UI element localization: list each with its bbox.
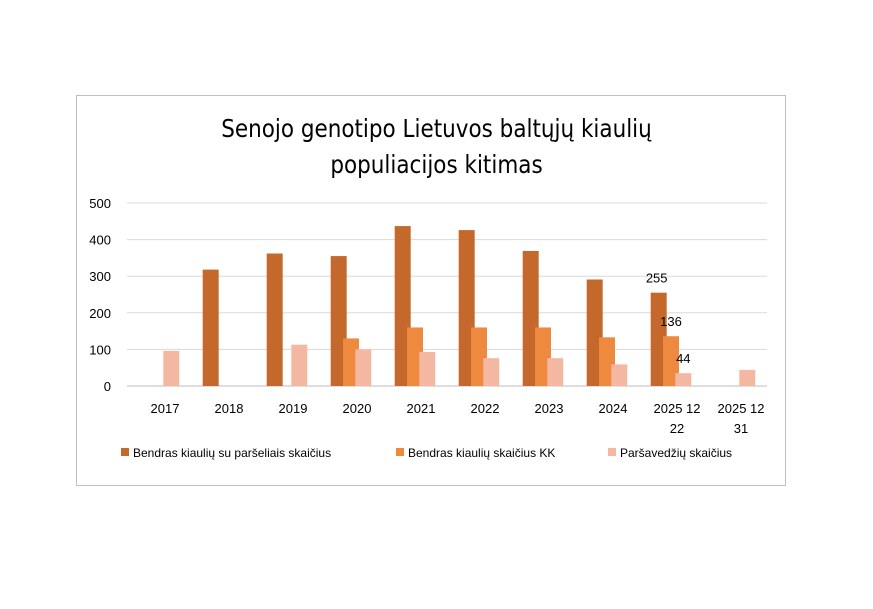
data-label: 44 (676, 351, 690, 366)
legend-swatch-1 (121, 448, 129, 456)
legend-label-1: Bendras kiaulių su paršeliais skaičius (133, 446, 331, 460)
x-tick-label: 2023 (535, 401, 564, 416)
x-tick-label: 2022 (471, 401, 500, 416)
bar-1 (650, 292, 667, 386)
y-tick-label: 300 (89, 269, 111, 284)
data-label: 136 (660, 314, 682, 329)
legend-swatch-2 (396, 448, 404, 456)
x-tick-label: 2025 12 (654, 401, 701, 416)
x-tick-label: 31 (734, 421, 748, 436)
y-tick-label: 400 (89, 233, 111, 248)
y-tick-label: 0 (104, 379, 111, 394)
bar-2 (471, 327, 487, 386)
chart-frame (76, 95, 786, 486)
bar-3 (739, 369, 756, 386)
x-tick-label: 2020 (343, 401, 372, 416)
x-tick-label: 2017 (151, 401, 180, 416)
legend-label-2: Bendras kiaulių skaičius KK (408, 446, 555, 460)
bar-3 (483, 358, 500, 386)
bar-1 (266, 253, 283, 386)
bar-3 (547, 358, 564, 386)
bar-1 (330, 256, 347, 386)
bar-3 (419, 351, 436, 386)
bar-2 (535, 327, 551, 386)
bar-3 (355, 349, 372, 386)
x-tick-label: 22 (670, 421, 684, 436)
y-tick-label: 100 (89, 342, 111, 357)
x-tick-label: 2021 (407, 401, 436, 416)
y-tick-label: 500 (89, 196, 111, 211)
x-tick-label: 2025 12 (718, 401, 765, 416)
x-tick-label: 2019 (279, 401, 308, 416)
bar-1 (458, 230, 475, 386)
bar-2 (407, 327, 423, 386)
bar-1 (522, 250, 539, 386)
bar-2 (599, 337, 615, 386)
y-tick-label: 200 (89, 306, 111, 321)
data-label: 255 (646, 271, 668, 286)
bar-3 (163, 350, 180, 386)
x-tick-label: 2018 (215, 401, 244, 416)
chart-title: Senojo genotipo Lietuvos baltųjų kiaulių… (61, 111, 812, 183)
legend-swatch-3 (608, 448, 616, 456)
x-tick-label: 2024 (599, 401, 628, 416)
chart-title-line-1: Senojo genotipo Lietuvos baltųjų kiaulių (221, 114, 652, 143)
bar-1 (586, 279, 603, 386)
bar-2 (343, 338, 359, 386)
bar-2 (663, 336, 679, 386)
bar-1 (394, 226, 411, 386)
bar-3 (675, 373, 692, 386)
chart-title-line-2: populiacijos kitimas (330, 150, 543, 179)
bar-3 (611, 364, 628, 386)
legend-label-3: Paršavedžių skaičius (620, 446, 732, 460)
bar-3 (291, 344, 308, 386)
bar-1 (202, 269, 219, 386)
